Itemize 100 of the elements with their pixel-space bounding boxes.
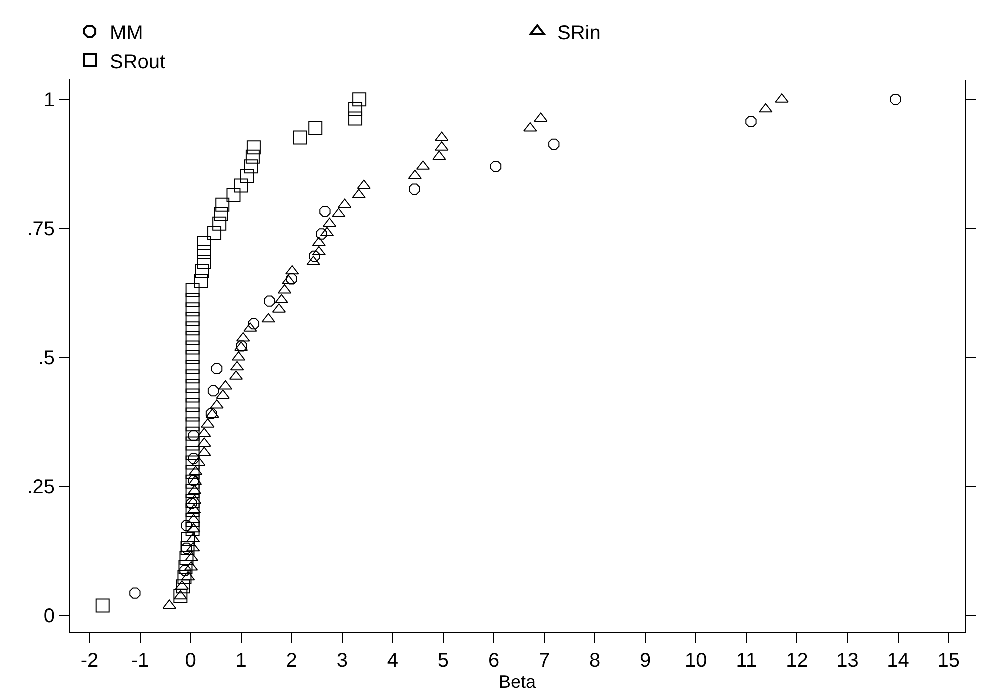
point bbox=[186, 513, 200, 528]
point bbox=[244, 160, 258, 174]
y-tick-label: .25 bbox=[27, 476, 55, 499]
point bbox=[186, 350, 200, 365]
point bbox=[174, 589, 188, 604]
point bbox=[234, 178, 248, 193]
point bbox=[195, 264, 210, 278]
x-tick-label: 5 bbox=[438, 650, 450, 672]
point bbox=[890, 94, 902, 106]
point bbox=[246, 140, 261, 155]
point bbox=[186, 494, 200, 508]
point bbox=[186, 465, 200, 480]
point bbox=[181, 520, 192, 532]
point bbox=[211, 363, 223, 374]
point bbox=[490, 161, 502, 172]
x-tick-label: 14 bbox=[887, 650, 910, 672]
point bbox=[188, 475, 200, 486]
point bbox=[186, 418, 200, 432]
point bbox=[348, 102, 363, 116]
point bbox=[188, 453, 200, 464]
point bbox=[186, 331, 200, 346]
point bbox=[240, 168, 254, 183]
point bbox=[188, 430, 200, 442]
point bbox=[178, 560, 193, 575]
legend-label: SRout bbox=[110, 51, 166, 74]
point bbox=[216, 198, 230, 212]
point bbox=[286, 265, 300, 275]
point bbox=[208, 386, 220, 397]
point bbox=[186, 379, 200, 394]
point bbox=[186, 312, 200, 326]
point bbox=[181, 542, 192, 554]
point bbox=[214, 207, 228, 222]
y-tick-label: 0 bbox=[44, 605, 55, 628]
point bbox=[548, 138, 560, 150]
point bbox=[186, 360, 200, 374]
x-tick-label: 8 bbox=[590, 650, 601, 672]
point bbox=[180, 541, 195, 556]
point bbox=[180, 565, 191, 576]
x-tick-label: 13 bbox=[836, 650, 859, 672]
point bbox=[176, 580, 190, 594]
point bbox=[308, 121, 323, 136]
point bbox=[186, 388, 200, 403]
point bbox=[186, 408, 200, 422]
point bbox=[178, 570, 192, 584]
point bbox=[352, 92, 367, 107]
x-tick-label: 0 bbox=[185, 650, 196, 672]
x-tick-label: 7 bbox=[538, 650, 550, 672]
point bbox=[226, 188, 241, 202]
y-tick-label: .75 bbox=[27, 218, 55, 241]
x-tick-label: 12 bbox=[786, 650, 808, 672]
point bbox=[357, 180, 371, 190]
y-tick-label: 1 bbox=[44, 90, 55, 112]
point bbox=[320, 206, 331, 218]
legend-label: MM bbox=[110, 22, 144, 44]
point bbox=[409, 184, 420, 195]
point bbox=[212, 216, 227, 231]
point bbox=[186, 283, 200, 298]
x-tick-label: -1 bbox=[131, 650, 150, 672]
point bbox=[524, 122, 538, 132]
x-tick-label: 15 bbox=[938, 650, 960, 672]
x-tick-label: 4 bbox=[387, 650, 398, 672]
legend-label: SRin bbox=[558, 22, 601, 44]
point bbox=[96, 598, 110, 613]
point bbox=[432, 150, 446, 160]
point bbox=[218, 380, 232, 390]
point bbox=[264, 296, 276, 307]
point bbox=[262, 313, 276, 323]
point bbox=[180, 551, 194, 566]
x-tick-label: 3 bbox=[336, 650, 348, 672]
point bbox=[186, 340, 200, 355]
x-tick-label: 9 bbox=[640, 650, 652, 672]
y-tick-label: .5 bbox=[38, 348, 55, 370]
point bbox=[186, 322, 200, 336]
point bbox=[194, 274, 208, 288]
point bbox=[246, 150, 260, 164]
point bbox=[186, 293, 200, 308]
point bbox=[338, 198, 352, 208]
point bbox=[186, 398, 200, 413]
point bbox=[236, 340, 248, 352]
point bbox=[186, 522, 200, 536]
point bbox=[746, 116, 757, 128]
point bbox=[186, 456, 200, 470]
point bbox=[186, 498, 198, 510]
point bbox=[309, 250, 320, 262]
x-tick-label: 6 bbox=[488, 650, 500, 672]
x-tick-label: 10 bbox=[685, 650, 708, 672]
point bbox=[208, 226, 222, 240]
point bbox=[312, 246, 326, 256]
point bbox=[181, 532, 196, 546]
point bbox=[198, 428, 212, 438]
x-axis-title: Beta bbox=[498, 672, 537, 692]
point bbox=[197, 245, 212, 260]
x-tick-label: 11 bbox=[736, 650, 758, 672]
point bbox=[186, 484, 200, 498]
point bbox=[186, 426, 200, 441]
point bbox=[348, 112, 363, 126]
point bbox=[186, 503, 200, 518]
x-tick-label: 1 bbox=[236, 650, 247, 672]
point bbox=[197, 255, 212, 270]
point bbox=[293, 130, 308, 145]
